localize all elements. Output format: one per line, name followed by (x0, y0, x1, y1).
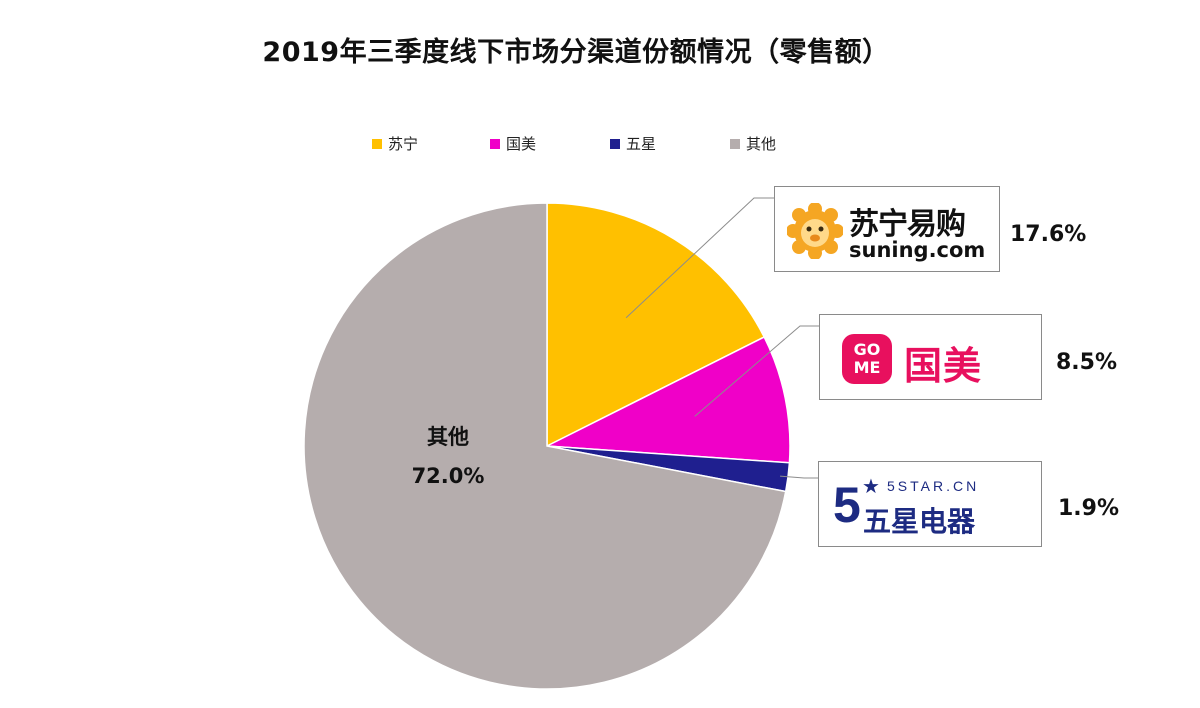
gome-badge-line2: ME (853, 358, 881, 377)
legend-label-fivestar: 五星 (626, 135, 657, 153)
legend-item-other[interactable]: 其他 (730, 133, 776, 154)
data-label-fivestar: 1.9% (1058, 496, 1120, 521)
legend-item-gome[interactable]: 国美 (490, 133, 536, 154)
pie-slice-gome[interactable] (544, 336, 791, 464)
leader-line-fivestar (780, 475, 824, 479)
suning-logo-domain-text: suning.com (849, 238, 986, 262)
gome-logo-chinese-text: 国美 (904, 344, 983, 388)
fivestar-numeral-text: 5 (833, 477, 861, 533)
lion-mascot-icon (787, 203, 843, 259)
gome-badge-line1: GO (853, 340, 881, 359)
fivestar-url-text: 5STAR.CN (887, 478, 980, 494)
data-label-gome: 8.5% (1056, 350, 1118, 375)
pie-slice-other[interactable] (303, 202, 787, 690)
pie-slice-suning[interactable] (546, 202, 766, 448)
fivestar-logo-box: 5 ★ 5STAR.CN 五星电器 (818, 461, 1042, 547)
leader-line-gome (694, 325, 820, 417)
data-label-other: 72.0% (412, 464, 485, 488)
legend-swatch-gome (490, 138, 500, 149)
legend-label-suning: 苏宁 (388, 135, 419, 153)
legend-label-other: 其他 (746, 135, 777, 153)
legend-swatch-fivestar (610, 138, 620, 149)
star-icon: ★ (862, 474, 880, 498)
legend-swatch-suning (372, 138, 382, 149)
legend-item-suning[interactable]: 苏宁 (372, 133, 418, 154)
leader-line-suning (625, 197, 774, 319)
gome-badge-icon: GO ME (842, 334, 892, 384)
slice-label-other-name: 其他 (427, 425, 469, 449)
chart-title: 2019年三季度线下市场分渠道份额情况（零售额） (262, 37, 890, 68)
fivestar-logo-chinese-text: 五星电器 (863, 505, 976, 538)
data-label-suning: 17.6% (1010, 222, 1087, 247)
leader-lines (625, 197, 824, 479)
gome-logo-box: GO ME 国美 (819, 314, 1042, 400)
legend-item-fivestar[interactable]: 五星 (610, 133, 656, 154)
suning-logo-chinese-text: 苏宁易购 (849, 207, 966, 242)
suning-logo-box: 苏宁易购 suning.com (774, 186, 1000, 272)
legend-label-gome: 国美 (506, 135, 537, 153)
legend-swatch-other (730, 138, 740, 149)
pie-slices (303, 202, 791, 690)
